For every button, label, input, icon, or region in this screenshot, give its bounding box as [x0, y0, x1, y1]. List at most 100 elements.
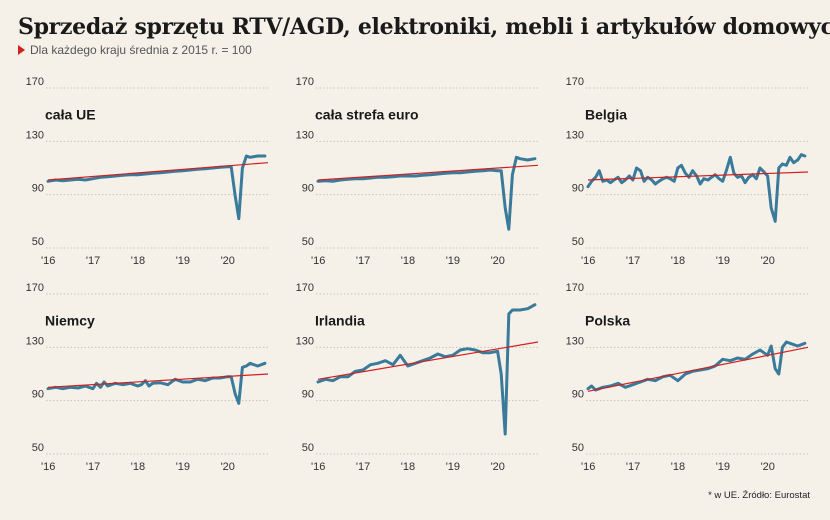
data-point: [406, 364, 409, 368]
data-point: [248, 156, 252, 159]
y-tick-label: 130: [566, 129, 584, 141]
data-point: [76, 178, 80, 181]
data-point: [781, 346, 784, 349]
data-point: [369, 176, 372, 180]
x-tick-label: '20: [221, 255, 235, 267]
x-tick-label: '17: [86, 461, 100, 473]
y-tick-label: 50: [32, 236, 44, 248]
data-point: [406, 174, 409, 178]
data-point: [237, 402, 240, 405]
data-point: [159, 381, 162, 384]
data-point: [736, 176, 739, 179]
x-tick-label: '16: [41, 461, 55, 473]
data-point: [256, 154, 259, 158]
data-point: [673, 180, 676, 183]
data-point: [601, 180, 604, 183]
data-point: [354, 370, 357, 373]
data-point: [136, 173, 139, 176]
panel-title: Belgia: [585, 107, 627, 123]
y-tick-label: 170: [296, 76, 314, 88]
y-tick-label: 130: [26, 335, 44, 347]
y-tick-label: 130: [566, 335, 584, 347]
data-point: [61, 387, 64, 390]
data-point: [732, 172, 736, 175]
data-point: [391, 175, 395, 178]
data-point: [459, 171, 462, 174]
data-point: [590, 180, 593, 183]
data-point: [533, 303, 537, 306]
data-point: [443, 172, 447, 175]
y-tick-label: 170: [566, 76, 584, 88]
data-point: [106, 384, 109, 388]
data-point: [106, 175, 109, 178]
data-point: [181, 169, 184, 172]
series-line: [586, 153, 807, 223]
data-point: [803, 154, 807, 158]
data-point: [699, 182, 702, 186]
x-tick-label: '18: [401, 461, 415, 473]
data-point: [751, 352, 754, 356]
data-point: [507, 228, 510, 231]
data-point: [650, 178, 653, 182]
data-point: [533, 157, 537, 160]
triangle-marker-icon: [18, 45, 25, 55]
x-tick-label: '20: [221, 461, 235, 473]
data-point: [586, 185, 590, 188]
data-point: [500, 169, 503, 172]
y-tick-label: 50: [572, 442, 584, 454]
chart-panel-2: 50 90 130 170 '16 '17 '18 '19 '20 Belgia: [566, 76, 809, 267]
data-point: [136, 384, 139, 388]
data-point: [384, 176, 387, 179]
data-point: [69, 178, 72, 182]
series-line: [46, 361, 267, 405]
x-tick-label: '19: [716, 255, 730, 267]
data-point: [684, 372, 687, 376]
data-point: [770, 206, 773, 210]
data-point: [594, 176, 597, 179]
y-tick-label: 170: [566, 282, 584, 294]
data-point: [721, 358, 724, 361]
panel-title: Polska: [585, 313, 630, 329]
data-point: [488, 351, 492, 354]
x-tick-label: '16: [581, 255, 595, 267]
data-point: [628, 174, 631, 178]
data-point: [526, 158, 529, 162]
subtitle: Dla każdego kraju średnia z 2015 r. = 10…: [18, 43, 252, 57]
data-point: [481, 351, 484, 354]
data-point: [114, 174, 117, 178]
x-tick-label: '18: [131, 255, 145, 267]
data-point: [473, 348, 477, 352]
y-tick-label: 50: [302, 442, 314, 454]
data-point: [657, 180, 661, 183]
data-point: [774, 367, 777, 370]
data-point: [384, 359, 387, 362]
data-point: [429, 356, 432, 360]
trend-line: [317, 164, 539, 181]
data-point: [414, 174, 417, 178]
data-point: [181, 380, 184, 384]
data-point: [504, 206, 507, 210]
data-point: [500, 372, 503, 376]
data-point: [99, 386, 102, 389]
data-point: [429, 173, 432, 176]
data-point: [245, 364, 248, 368]
data-point: [721, 180, 724, 183]
data-point: [346, 375, 350, 378]
y-tick-label: 130: [296, 129, 314, 141]
data-point: [234, 194, 237, 198]
data-point: [729, 156, 732, 159]
data-point: [147, 384, 151, 388]
x-tick-label: '18: [671, 461, 685, 473]
data-point: [361, 368, 365, 372]
data-point: [515, 156, 518, 159]
data-point: [46, 387, 50, 390]
data-point: [609, 181, 612, 184]
data-point: [234, 392, 237, 396]
panel-title: Irlandia: [315, 313, 365, 329]
data-point: [598, 169, 601, 172]
y-tick-label: 50: [572, 236, 584, 248]
data-point: [481, 169, 484, 172]
data-point: [376, 362, 379, 365]
data-point: [466, 170, 469, 174]
